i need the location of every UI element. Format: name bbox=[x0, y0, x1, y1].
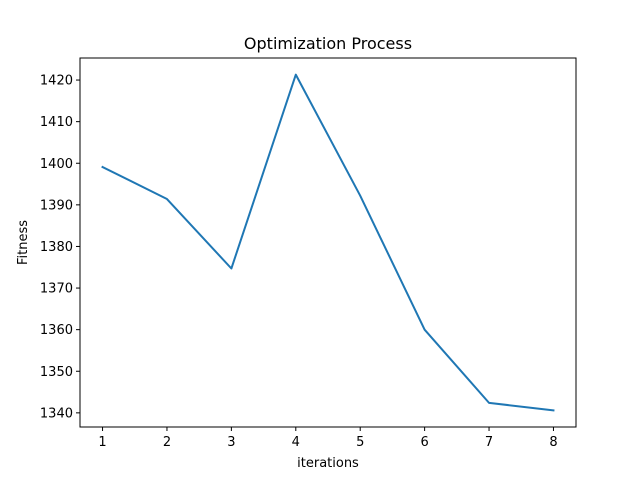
x-axis-ticks: 1 2 3 4 5 6 7 8 bbox=[98, 427, 558, 450]
series-layer bbox=[101, 73, 555, 412]
x-tick-label: 5 bbox=[356, 435, 364, 450]
y-tick-label: 1400 bbox=[40, 157, 73, 172]
y-tick-label: 1420 bbox=[40, 74, 73, 89]
x-axis-label: iterations bbox=[297, 456, 359, 471]
x-tick-label: 7 bbox=[485, 435, 493, 450]
y-tick-label: 1380 bbox=[40, 240, 73, 255]
x-tick-label: 8 bbox=[549, 435, 557, 450]
y-tick-label: 1360 bbox=[40, 323, 73, 338]
y-axis-label: Fitness bbox=[16, 220, 31, 265]
x-tick-label: 3 bbox=[227, 435, 235, 450]
x-tick-label: 4 bbox=[292, 435, 300, 450]
x-tick-label: 6 bbox=[420, 435, 428, 450]
y-tick-label: 1390 bbox=[40, 198, 73, 213]
chart-title: Optimization Process bbox=[244, 34, 412, 53]
y-tick-label: 1370 bbox=[40, 282, 73, 297]
plot-area-frame bbox=[79, 57, 577, 428]
y-axis-ticks: 1340 1350 1360 1370 1380 1390 1400 1410 1420 bbox=[40, 74, 80, 421]
y-tick-label: 1410 bbox=[40, 115, 73, 130]
y-tick-label: 1340 bbox=[40, 406, 73, 421]
x-tick-label: 2 bbox=[163, 435, 171, 450]
series-line bbox=[101, 73, 555, 412]
x-tick-label: 1 bbox=[98, 435, 106, 450]
y-tick-label: 1350 bbox=[40, 365, 73, 380]
plot-area-background bbox=[80, 58, 576, 427]
